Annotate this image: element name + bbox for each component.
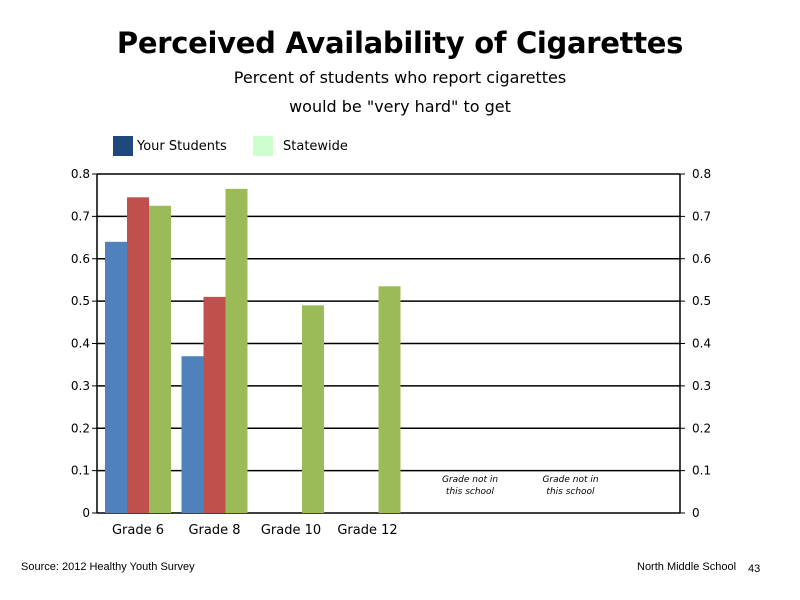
y-tick-label-right: 0.1 xyxy=(692,464,711,478)
bar xyxy=(105,241,127,514)
x-tick-label: Grade 12 xyxy=(337,523,397,538)
page-number: 43 xyxy=(748,563,761,575)
y-tick-label-left: 0 xyxy=(82,506,90,520)
y-tick-label-right: 0.3 xyxy=(692,379,711,393)
bar xyxy=(181,356,204,513)
chart-title: Perceived Availability of Cigarettes xyxy=(116,26,684,60)
bar xyxy=(302,305,324,513)
source-note: Source: 2012 Healthy Youth Survey xyxy=(21,561,195,573)
annotation-text: this school xyxy=(546,487,595,497)
y-tick-label-left: 0.4 xyxy=(71,337,90,351)
y-tick-label-right: 0.2 xyxy=(692,421,711,435)
y-tick-label-left: 0.5 xyxy=(71,294,90,308)
bar xyxy=(149,205,171,513)
bar xyxy=(378,286,401,513)
legend-swatch-statewide xyxy=(253,136,273,156)
legend-entry-statewide: Statewide xyxy=(253,136,348,156)
y-tick-label-right: 0.7 xyxy=(692,209,711,223)
y-tick-label-right: 0.8 xyxy=(692,167,711,181)
y-tick-label-left: 0.2 xyxy=(71,421,90,435)
y-tick-label-left: 0.7 xyxy=(71,209,90,223)
legend-label-your-students: Your Students xyxy=(137,138,227,154)
y-tick-label-left: 0.3 xyxy=(71,379,90,393)
y-tick-label-left: 0.1 xyxy=(71,464,90,478)
y-tick-label-left: 0.8 xyxy=(71,167,90,181)
chart-subtitle-line-2: would be "very hard" to get xyxy=(289,97,511,116)
y-tick-label-right: 0.4 xyxy=(692,337,711,351)
legend-entry-your-students: Your Students xyxy=(113,136,227,156)
annotation-text: this school xyxy=(446,487,495,497)
bar xyxy=(225,188,248,514)
school-name: North Middle School xyxy=(637,561,737,573)
bar xyxy=(203,296,226,513)
y-tick-label-right: 0.5 xyxy=(692,294,711,308)
y-tick-label-right: 0.6 xyxy=(692,252,711,266)
y-tick-label-left: 0.6 xyxy=(71,252,90,266)
x-tick-label: Grade 8 xyxy=(188,523,240,538)
annotation-text: Grade not in xyxy=(542,475,598,485)
annotation-text: Grade not in xyxy=(442,475,498,485)
bar xyxy=(127,197,149,513)
chart-subtitle-line-1: Percent of students who report cigarette… xyxy=(233,68,567,87)
legend-label-statewide: Statewide xyxy=(283,138,348,154)
x-tick-label: Grade 6 xyxy=(112,523,164,538)
legend-swatch-your-students xyxy=(113,136,133,156)
x-tick-label: Grade 10 xyxy=(261,523,321,538)
y-tick-label-right: 0 xyxy=(692,506,700,520)
